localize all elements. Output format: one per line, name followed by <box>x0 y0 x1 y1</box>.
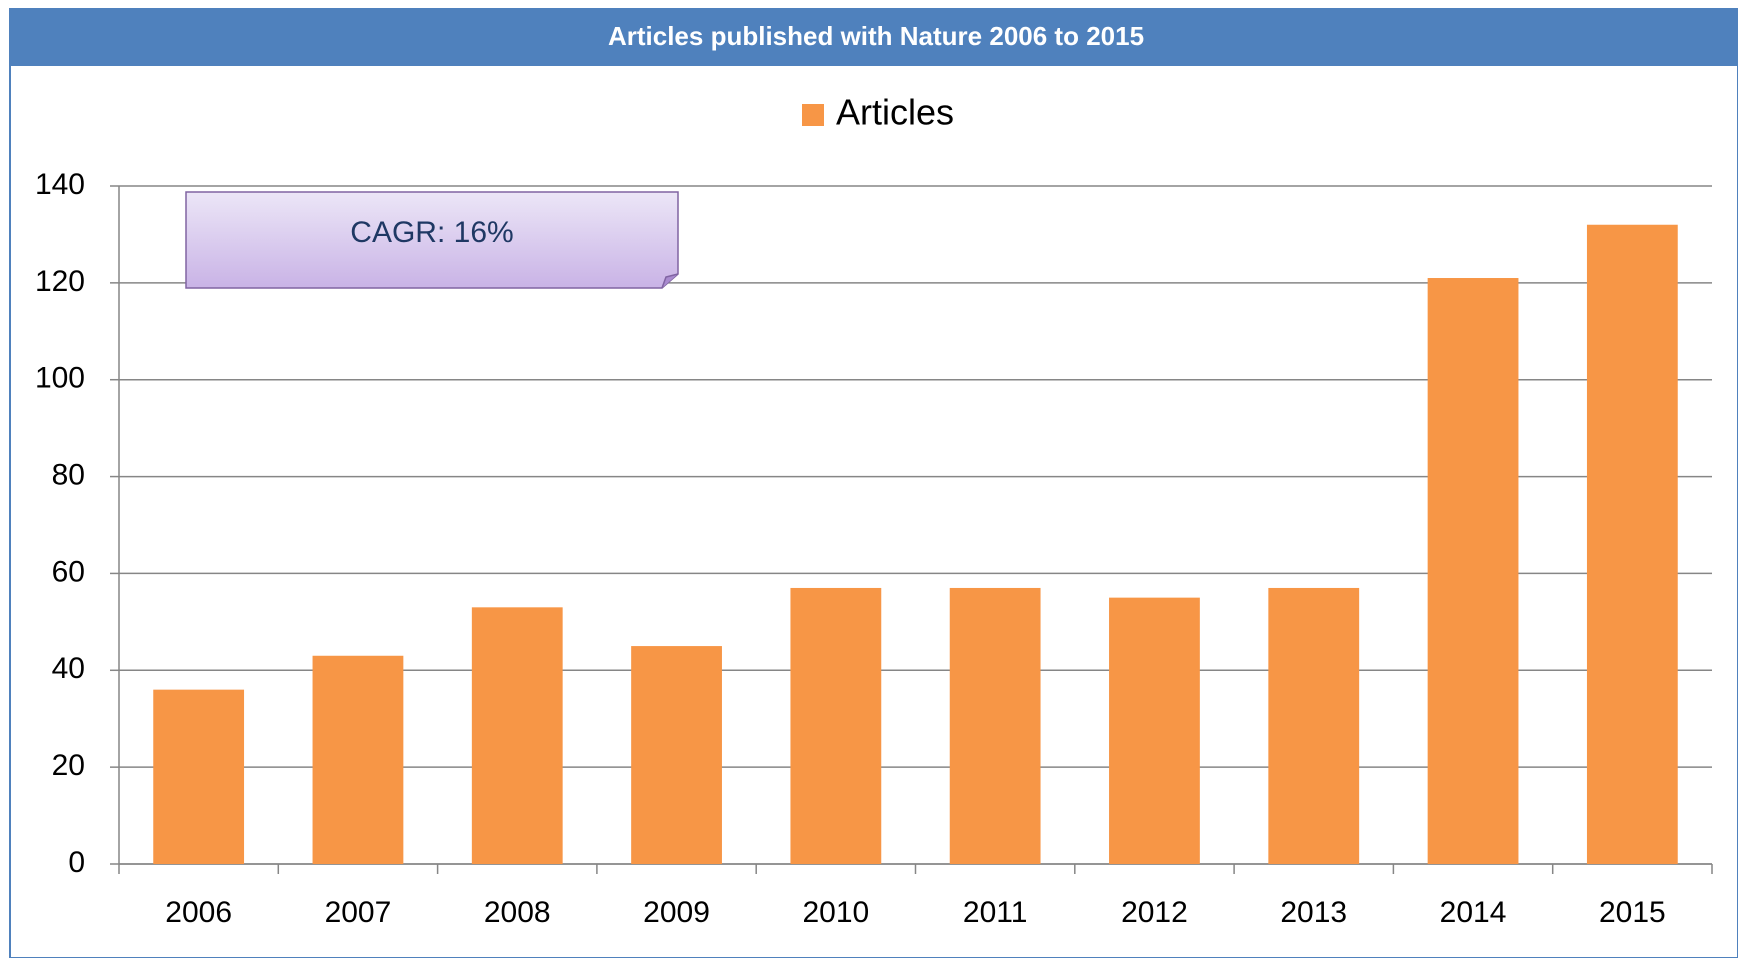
legend-swatch <box>802 104 824 126</box>
y-tick-label: 100 <box>35 362 85 395</box>
bar <box>312 655 404 864</box>
x-tick-label: 2006 <box>165 896 232 929</box>
bar <box>631 646 722 864</box>
y-tick-label: 120 <box>35 265 85 298</box>
chart-title: Articles published with Nature 2006 to 2… <box>608 21 1144 51</box>
x-tick-label: 2011 <box>963 896 1028 929</box>
bar <box>1268 587 1360 864</box>
y-tick-label: 80 <box>52 458 85 491</box>
x-tick-label: 2007 <box>325 896 392 929</box>
x-tick-label: 2014 <box>1440 896 1507 929</box>
y-tick-label: 60 <box>52 555 85 588</box>
annotation-fold <box>661 273 679 289</box>
bar <box>471 607 563 864</box>
bar <box>949 587 1041 864</box>
y-tick-label: 20 <box>52 749 85 782</box>
y-tick-label: 140 <box>35 168 85 201</box>
y-tick-label: 40 <box>52 652 85 685</box>
legend-label: Articles <box>836 92 954 133</box>
title-bar <box>10 9 1738 66</box>
annotation: CAGR: 16% <box>350 216 513 249</box>
bar <box>790 587 882 864</box>
y-tick-label: 0 <box>68 846 85 879</box>
x-tick-label: 2013 <box>1280 896 1347 929</box>
x-tick-label: 2015 <box>1599 896 1666 929</box>
bar <box>1586 224 1678 864</box>
bar <box>153 689 245 864</box>
bar <box>1427 278 1519 864</box>
bar <box>1109 597 1200 864</box>
x-tick-label: 2009 <box>643 896 710 929</box>
x-tick-label: 2008 <box>484 896 551 929</box>
x-tick-label: 2012 <box>1121 896 1188 929</box>
x-tick-label: 2010 <box>802 896 869 929</box>
